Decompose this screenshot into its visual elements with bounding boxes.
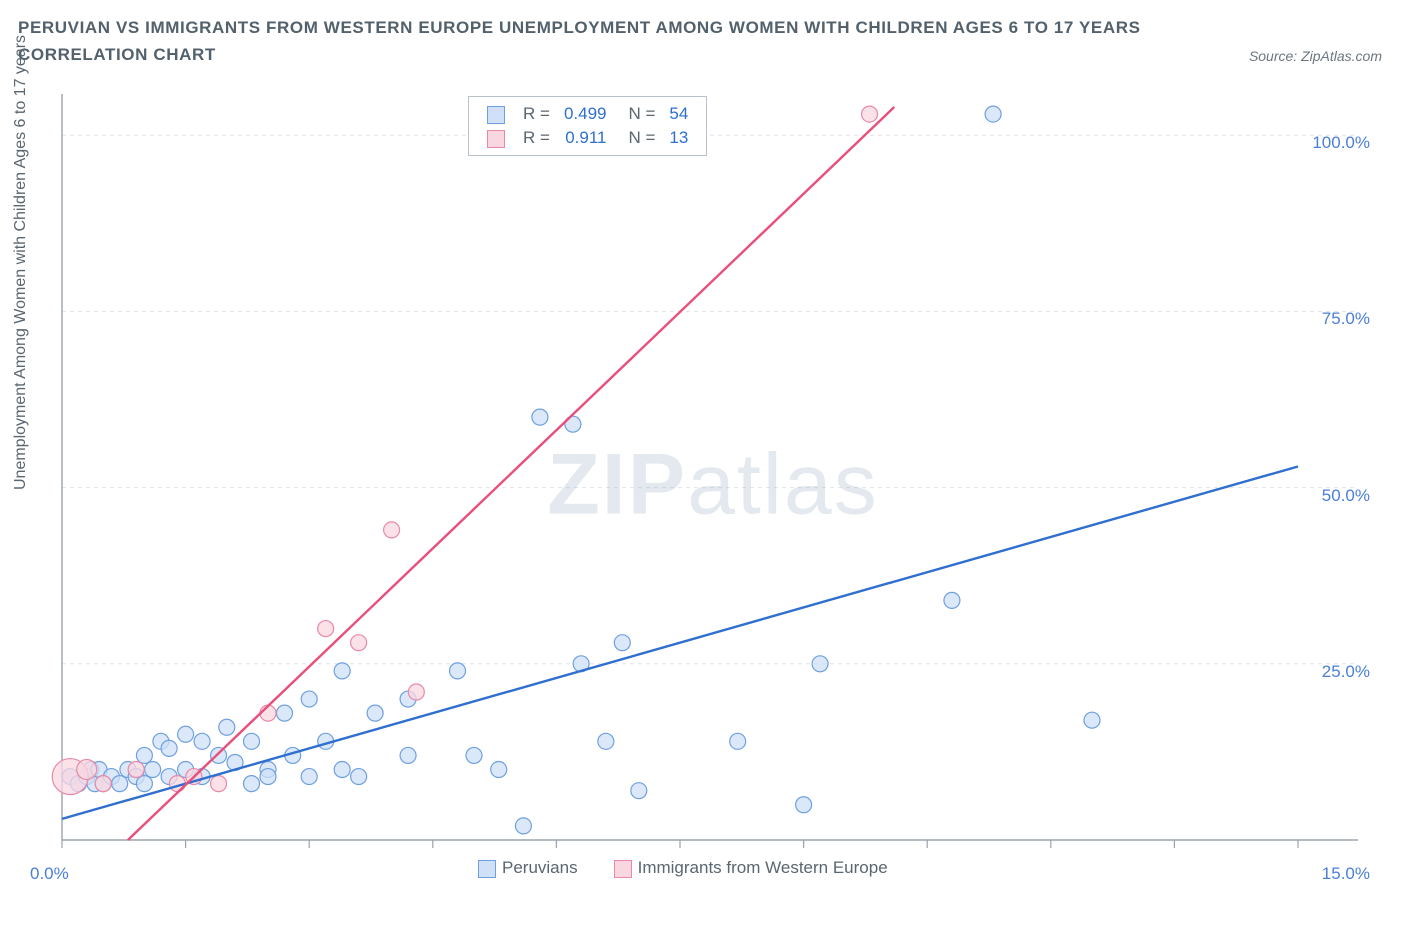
source-label: Source: ZipAtlas.com bbox=[1249, 48, 1382, 64]
scatter-chart: ZIPatlas R =0.499N =54R =0.911N =13 Peru… bbox=[48, 90, 1378, 880]
legend-r-label: R = bbox=[517, 103, 556, 125]
legend-swatch bbox=[478, 860, 496, 878]
stats-legend: R =0.499N =54 R =0.911N =13 bbox=[468, 96, 707, 156]
chart-svg bbox=[48, 90, 1378, 880]
legend-swatch bbox=[487, 130, 505, 148]
y-tick-label: 100.0% bbox=[1312, 133, 1370, 153]
legend-series-name: Immigrants from Western Europe bbox=[638, 858, 888, 877]
legend-n-label: N = bbox=[614, 127, 661, 149]
y-tick-label: 50.0% bbox=[1322, 486, 1370, 506]
chart-title-line1: PERUVIAN VS IMMIGRANTS FROM WESTERN EURO… bbox=[18, 14, 1388, 41]
x-corner-label: 0.0% bbox=[30, 864, 69, 884]
chart-title-line2: CORRELATION CHART bbox=[18, 41, 1388, 68]
legend-swatch bbox=[487, 106, 505, 124]
legend-n-value: 13 bbox=[663, 127, 694, 149]
legend-r-value: 0.499 bbox=[558, 103, 613, 125]
legend-r-label: R = bbox=[517, 127, 556, 149]
x-right-label: 15.0% bbox=[1322, 864, 1370, 884]
legend-series-name: Peruvians bbox=[502, 858, 578, 877]
y-tick-label: 75.0% bbox=[1322, 309, 1370, 329]
legend-swatch bbox=[614, 860, 632, 878]
y-axis-label: Unemployment Among Women with Children A… bbox=[12, 35, 30, 490]
y-tick-label: 25.0% bbox=[1322, 662, 1370, 682]
legend-r-value: 0.911 bbox=[558, 127, 613, 149]
legend-n-value: 54 bbox=[663, 103, 694, 125]
legend-n-label: N = bbox=[614, 103, 661, 125]
series-legend: Peruvians Immigrants from Western Europe bbox=[478, 858, 924, 878]
